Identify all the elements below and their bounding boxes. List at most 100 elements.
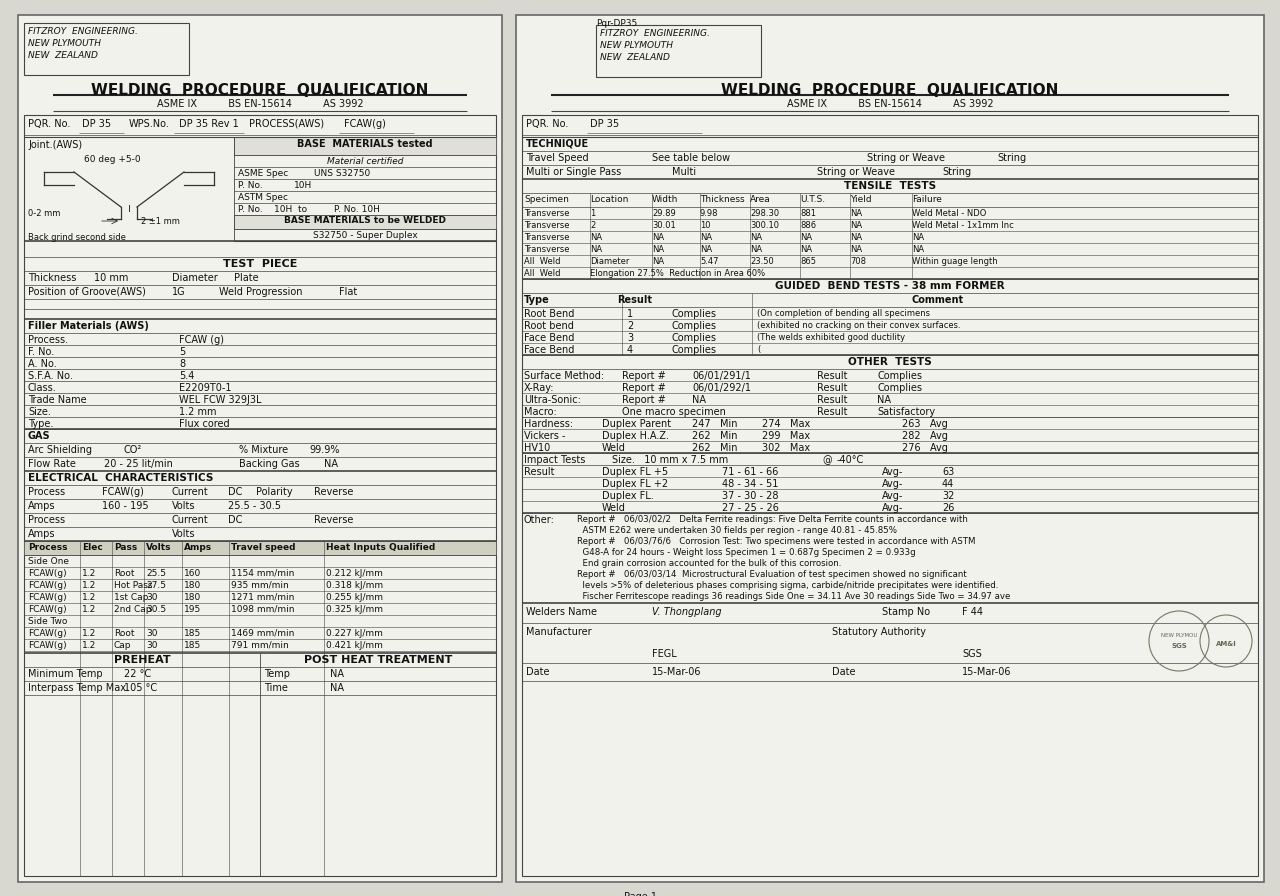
- Text: Cap: Cap: [114, 641, 132, 650]
- Text: 0.318 kJ/mm: 0.318 kJ/mm: [326, 581, 383, 590]
- Text: NA: NA: [911, 233, 924, 242]
- Text: ASME IX          BS EN-15614          AS 3992: ASME IX BS EN-15614 AS 3992: [156, 99, 364, 109]
- Text: WEL FCW 329J3L: WEL FCW 329J3L: [179, 395, 261, 405]
- Text: 23.50: 23.50: [750, 257, 773, 266]
- Text: Process.: Process.: [28, 335, 68, 345]
- Text: Face Bend: Face Bend: [524, 333, 575, 343]
- Text: Material certified: Material certified: [326, 157, 403, 166]
- Text: 10H: 10H: [294, 181, 312, 190]
- Text: Hardness:: Hardness:: [524, 419, 573, 429]
- Text: Result: Result: [524, 467, 554, 477]
- Text: 30: 30: [146, 593, 157, 602]
- Text: Yield: Yield: [850, 195, 872, 204]
- Text: HV10: HV10: [524, 443, 550, 453]
- Text: All  Weld: All Weld: [524, 269, 561, 278]
- Text: Failure: Failure: [911, 195, 942, 204]
- Text: 299   Max: 299 Max: [762, 431, 810, 441]
- Text: ASTM Spec: ASTM Spec: [238, 193, 288, 202]
- Text: 15-Mar-06: 15-Mar-06: [963, 667, 1011, 677]
- Text: 185: 185: [184, 629, 201, 638]
- Text: Avg-: Avg-: [882, 491, 904, 501]
- Bar: [24, 541, 497, 555]
- Text: Report #   06/03/76/6   Corrosion Test: Two specimens were tested in accordance : Report # 06/03/76/6 Corrosion Test: Two …: [577, 537, 975, 546]
- Text: Heat Inputs Qualified: Heat Inputs Qualified: [326, 543, 435, 552]
- Text: Pqr-DP35: Pqr-DP35: [596, 19, 637, 28]
- Text: 37 - 30 - 28: 37 - 30 - 28: [722, 491, 778, 501]
- Text: NEW PLYMOUTH: NEW PLYMOUTH: [600, 41, 673, 50]
- Text: Page 1: Page 1: [623, 892, 657, 896]
- Text: 865: 865: [800, 257, 817, 266]
- Text: NA: NA: [590, 233, 602, 242]
- Text: 15-Mar-06: 15-Mar-06: [652, 667, 701, 677]
- Text: NA: NA: [700, 245, 712, 254]
- Text: NA: NA: [850, 221, 863, 230]
- Text: Complies: Complies: [877, 371, 922, 381]
- Text: Location: Location: [590, 195, 628, 204]
- Text: Arc Shielding: Arc Shielding: [28, 445, 92, 455]
- Text: Complies: Complies: [672, 321, 717, 331]
- Text: Elongation 27.5%  Reduction in Area 60%: Elongation 27.5% Reduction in Area 60%: [590, 269, 765, 278]
- Text: Weld: Weld: [602, 443, 626, 453]
- Text: Flow Rate: Flow Rate: [28, 459, 76, 469]
- Text: 935 mm/min: 935 mm/min: [230, 581, 289, 590]
- Text: Process: Process: [28, 487, 65, 497]
- Text: NA: NA: [692, 395, 707, 405]
- Text: 10 mm: 10 mm: [93, 273, 128, 283]
- Text: 300.10: 300.10: [750, 221, 780, 230]
- Text: Filler Materials (AWS): Filler Materials (AWS): [28, 321, 148, 331]
- Text: 262   Min: 262 Min: [692, 431, 737, 441]
- Text: Polarity: Polarity: [256, 487, 293, 497]
- Text: 2: 2: [627, 321, 634, 331]
- Text: FCAW(g): FCAW(g): [28, 593, 67, 602]
- Text: 247   Min: 247 Min: [692, 419, 737, 429]
- Text: 262   Min: 262 Min: [692, 443, 737, 453]
- Text: Type.: Type.: [28, 419, 54, 429]
- Text: ASTM E262 were undertaken 30 fields per region - range 40.81 - 45.85%: ASTM E262 were undertaken 30 fields per …: [577, 526, 897, 535]
- Text: 30.01: 30.01: [652, 221, 676, 230]
- Text: 1098 mm/min: 1098 mm/min: [230, 605, 294, 614]
- Text: UNS S32750: UNS S32750: [314, 169, 370, 178]
- Text: Complies: Complies: [877, 383, 922, 393]
- Text: FCAW (g): FCAW (g): [179, 335, 224, 345]
- Text: Flux cored: Flux cored: [179, 419, 229, 429]
- Text: Result: Result: [817, 407, 847, 417]
- Text: Process: Process: [28, 515, 65, 525]
- Text: FCAW(g): FCAW(g): [28, 569, 67, 578]
- Text: PQR. No.: PQR. No.: [28, 119, 70, 129]
- Text: Side Two: Side Two: [28, 617, 68, 626]
- Text: 263   Avg: 263 Avg: [902, 419, 947, 429]
- Text: See table below: See table below: [652, 153, 730, 163]
- Text: GUIDED  BEND TESTS - 38 mm FORMER: GUIDED BEND TESTS - 38 mm FORMER: [776, 281, 1005, 291]
- Text: 1154 mm/min: 1154 mm/min: [230, 569, 294, 578]
- Text: F 44: F 44: [963, 607, 983, 617]
- Text: 0.325 kJ/mm: 0.325 kJ/mm: [326, 605, 383, 614]
- Text: NA: NA: [850, 209, 863, 218]
- Text: 32: 32: [942, 491, 955, 501]
- Text: P. No.: P. No.: [238, 205, 262, 214]
- Text: 0-2 mm: 0-2 mm: [28, 209, 60, 218]
- Text: Side One: Side One: [28, 557, 69, 566]
- Text: Size.   10 mm x 7.5 mm: Size. 10 mm x 7.5 mm: [612, 455, 728, 465]
- Text: 4: 4: [627, 345, 634, 355]
- Text: Vickers -: Vickers -: [524, 431, 566, 441]
- Text: FCAW(g): FCAW(g): [28, 581, 67, 590]
- Text: 1.2: 1.2: [82, 629, 96, 638]
- Text: Amps: Amps: [28, 529, 55, 539]
- Text: Elec: Elec: [82, 543, 102, 552]
- Text: 22 °C: 22 °C: [124, 669, 151, 679]
- Text: 5.4: 5.4: [179, 371, 195, 381]
- Text: Transverse: Transverse: [524, 221, 570, 230]
- Text: Within guage length: Within guage length: [911, 257, 997, 266]
- Text: 0.212 kJ/mm: 0.212 kJ/mm: [326, 569, 383, 578]
- Text: TENSILE  TESTS: TENSILE TESTS: [844, 181, 936, 191]
- Text: 1G: 1G: [172, 287, 186, 297]
- Text: Face Bend: Face Bend: [524, 345, 575, 355]
- Text: NA: NA: [324, 459, 338, 469]
- Text: NA: NA: [652, 257, 664, 266]
- Text: Report #: Report #: [622, 383, 666, 393]
- Text: FEGL: FEGL: [652, 649, 677, 659]
- Text: PQR. No.: PQR. No.: [526, 119, 568, 129]
- Text: Result: Result: [817, 395, 847, 405]
- Text: NA: NA: [911, 245, 924, 254]
- Text: Volts: Volts: [172, 501, 196, 511]
